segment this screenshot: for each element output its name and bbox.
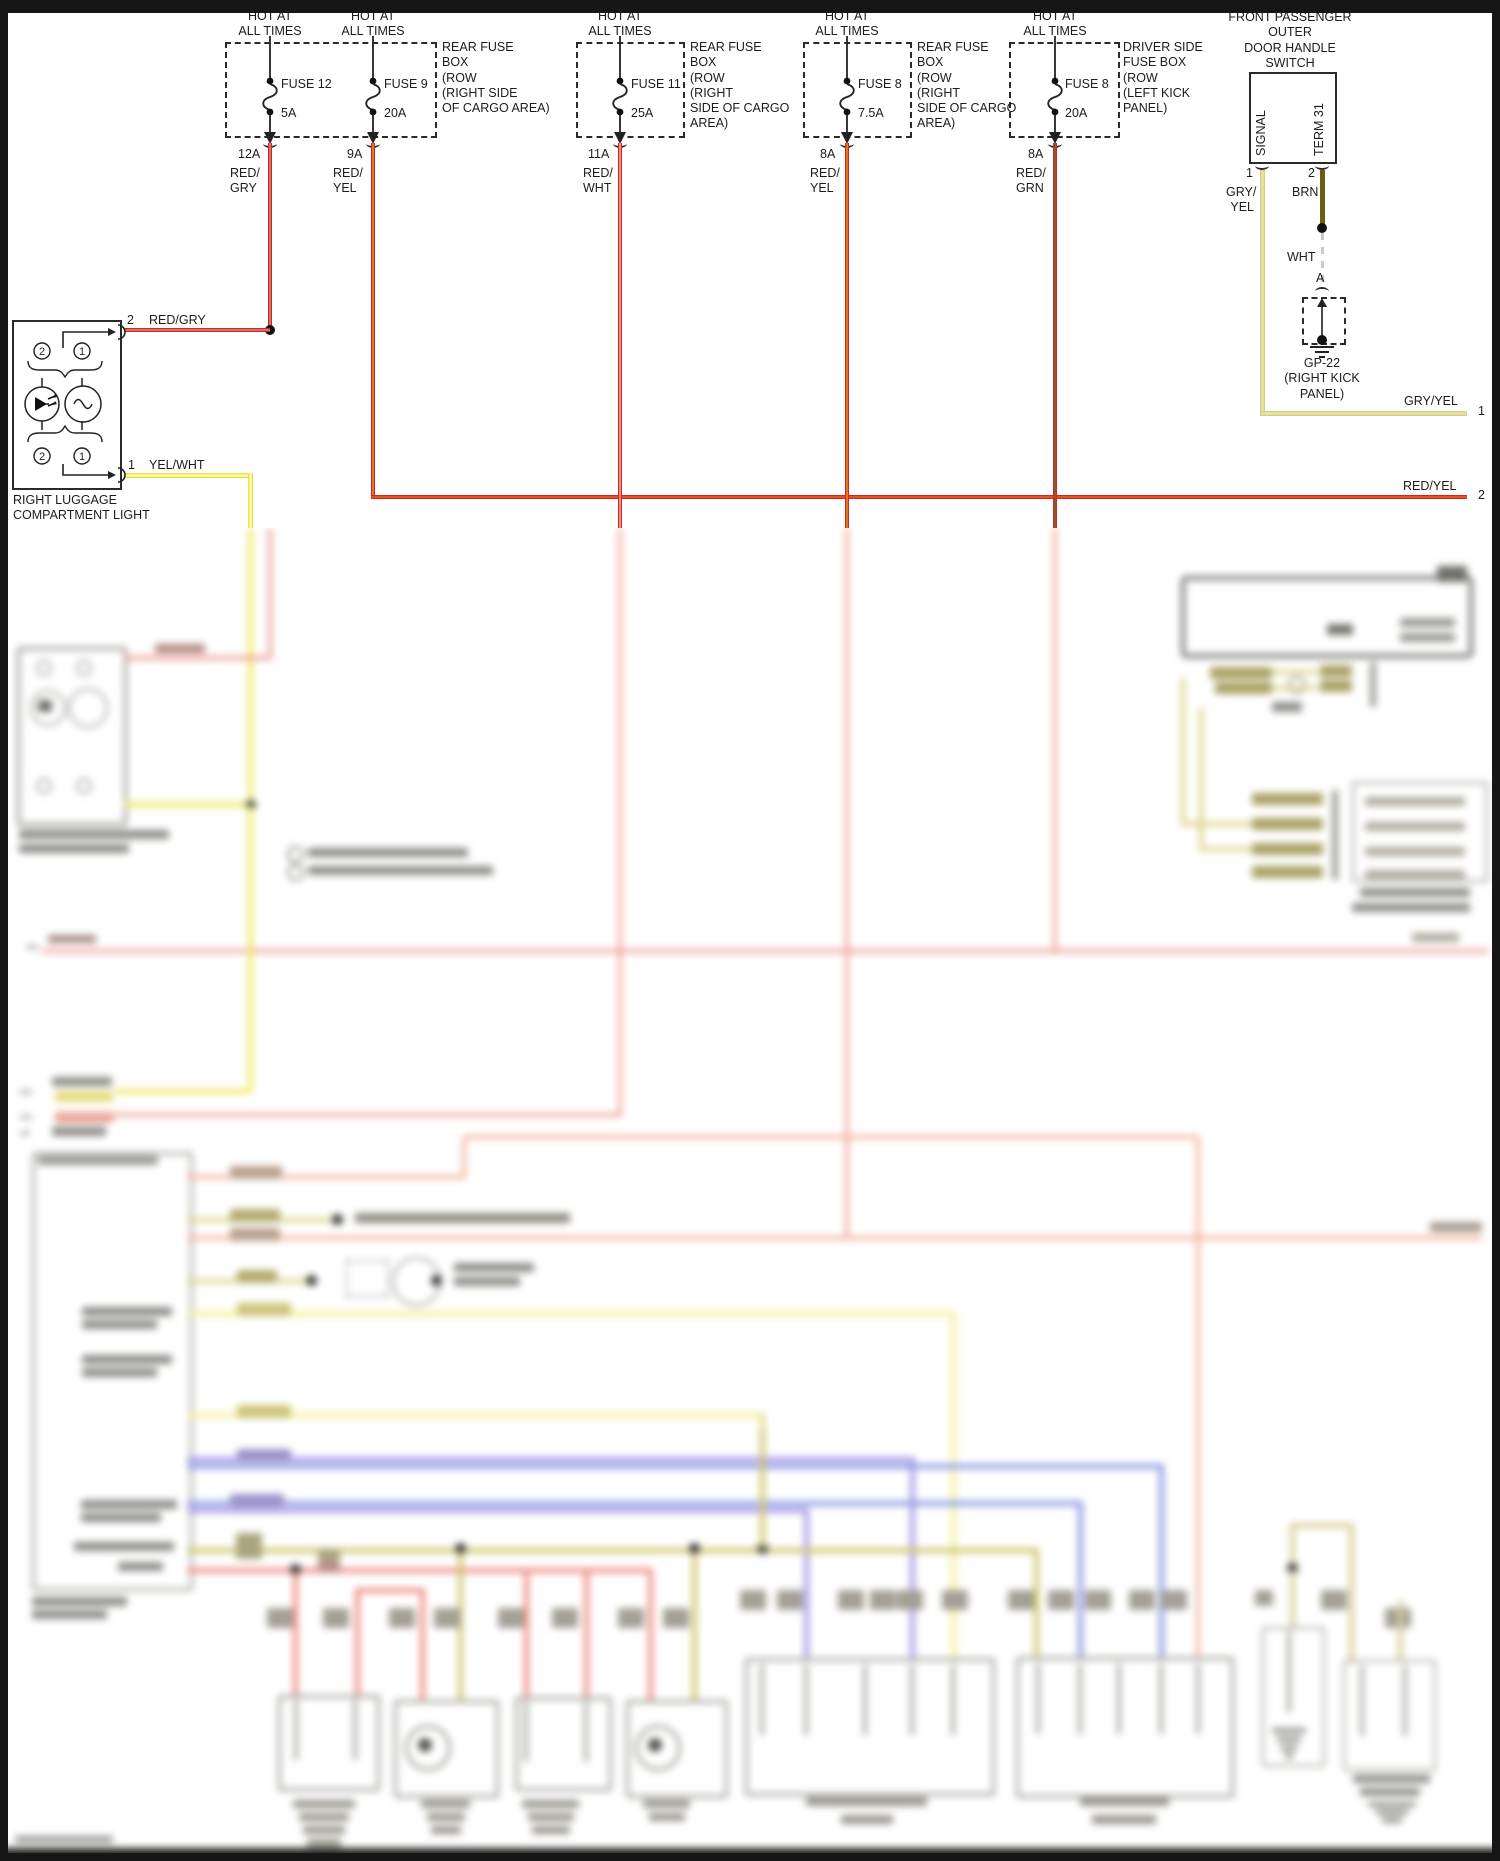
frame-bottom — [0, 1853, 1500, 1861]
connector-a-label: A — [1316, 271, 1325, 285]
wire-gry-yel-horizontal — [1260, 411, 1467, 416]
fuse-box-2-label: REAR FUSE BOX (ROW (RIGHT SIDE OF CARGO ARE… — [690, 40, 790, 131]
wire-color-8a: RED/YEL — [810, 166, 840, 195]
blurred-diagram-region — [8, 528, 1492, 1861]
wire-color-8b: RED/GRN — [1016, 166, 1046, 195]
luggage-pin-2-color: RED/GRY — [149, 313, 206, 327]
fuse-8a-name: FUSE 8 — [858, 77, 902, 91]
frame-top — [0, 0, 1500, 13]
wire-gauge-8b: 8A — [1028, 147, 1044, 161]
gry-yel-right-pin: 1 — [1478, 404, 1485, 418]
fuse-symbol-12 — [262, 36, 278, 144]
wire-gauge-8a: 8A — [820, 147, 836, 161]
hot-label-4: HOT AT ALL TIMES — [815, 9, 879, 38]
fuse-9-amp: 20A — [384, 106, 407, 120]
rear-fuse-box-3 — [803, 42, 912, 138]
wire-red-yel-vertical — [371, 143, 375, 497]
luggage-pin-2: 2 — [127, 313, 134, 327]
door-handle-switch-title: FRONT PASSENGER OUTER DOOR HANDLE SWITCH — [1228, 10, 1352, 70]
connector-arc — [1315, 287, 1329, 296]
rear-fuse-box-2 — [576, 42, 685, 138]
fuse-box-1-label: REAR FUSE BOX (ROW (RIGHT SIDE OF CARGO AR… — [442, 40, 550, 115]
rear-fuse-box-1 — [225, 42, 437, 138]
wire-red-gry-horizontal — [124, 328, 270, 332]
door-handle-switch-box — [1249, 72, 1337, 164]
fuse-11-name: FUSE 11 — [631, 77, 681, 91]
wire-yel-wht-horizontal — [124, 473, 252, 478]
luggage-light-box — [12, 320, 122, 490]
fuse-symbol-8a — [839, 36, 855, 144]
svg-text:1: 1 — [79, 346, 85, 358]
fuse-11-amp: 25A — [631, 106, 654, 120]
fuse-box-4-label: DRIVER SIDE FUSE BOX (ROW (LEFT KICK PANEL… — [1123, 40, 1203, 115]
wire-red-gry-vertical — [268, 143, 272, 330]
fuse-symbol-9 — [365, 36, 381, 144]
fuse-symbol-11 — [612, 36, 628, 144]
luggage-pin-1: 1 — [128, 458, 135, 472]
wire-gry-yel-label: GRY/YEL — [1226, 185, 1257, 214]
fuse-box-3-label: REAR FUSE BOX (ROW (RIGHT SIDE OF CARGO ARE… — [917, 40, 1017, 131]
wire-yel-wht-vertical — [248, 473, 253, 528]
fuse-8b-amp: 20A — [1065, 106, 1088, 120]
switch-pin-1: 1 — [1246, 166, 1253, 180]
junction-dot — [265, 325, 275, 335]
frame-right — [1492, 0, 1500, 1861]
wire-wht-dashed — [1321, 233, 1324, 286]
blurred-diagram-content — [8, 528, 1492, 1861]
wire-color-9: RED/YEL — [333, 166, 363, 195]
wire-gauge-12a: 12A — [238, 147, 261, 161]
svg-text:2: 2 — [39, 346, 45, 358]
wire-color-11: RED/WHT — [583, 166, 613, 195]
fuse-symbol-8b — [1047, 36, 1063, 144]
wire-gry-yel-vertical — [1260, 170, 1265, 413]
red-yel-right-label: RED/YEL — [1403, 479, 1457, 493]
gp22-label: GP-22 (RIGHT KICK PANEL) — [1284, 356, 1360, 401]
wire-red-yel-horizontal — [371, 495, 1467, 499]
wire-color-12: RED/GRY — [230, 166, 260, 195]
wire-gauge-9a: 9A — [347, 147, 363, 161]
fuse-8a-amp: 7.5A — [858, 106, 884, 120]
fuse-12-name: FUSE 12 — [281, 77, 332, 91]
luggage-light-symbol: 2 1 2 1 — [24, 324, 126, 483]
hot-label-3: HOT AT ALL TIMES — [588, 9, 652, 38]
svg-text:1: 1 — [79, 451, 85, 463]
wire-wht-label: WHT — [1287, 250, 1316, 264]
ground-symbol — [1310, 298, 1334, 358]
red-yel-right-pin: 2 — [1478, 488, 1485, 502]
hot-label-5: HOT AT ALL TIMES — [1023, 9, 1087, 38]
hot-label-2: HOT AT ALL TIMES — [341, 9, 405, 38]
fuse-9-name: FUSE 9 — [384, 77, 428, 91]
luggage-light-name: RIGHT LUGGAGE COMPARTMENT LIGHT — [13, 493, 150, 522]
luggage-pin-1-color: YEL/WHT — [149, 458, 205, 472]
wire-brn-vertical — [1320, 170, 1325, 226]
wire-red-yel-2-vertical — [845, 143, 849, 528]
gry-yel-right-label: GRY/YEL — [1404, 394, 1458, 408]
wire-red-wht-vertical — [618, 143, 622, 528]
wire-gauge-11a: 11A — [588, 147, 610, 161]
switch-pin-2: 2 — [1308, 166, 1315, 180]
fuse-8b-name: FUSE 8 — [1065, 77, 1109, 91]
terminal-term31: TERM 31 — [1312, 103, 1326, 156]
wire-brn-label: BRN — [1292, 185, 1319, 199]
connector-arc — [1255, 161, 1269, 170]
hot-label-1: HOT AT ALL TIMES — [238, 9, 302, 38]
driver-fuse-box — [1009, 42, 1120, 138]
wire-red-grn-vertical — [1053, 143, 1057, 528]
svg-text:2: 2 — [39, 451, 45, 463]
connector-arc — [1315, 161, 1329, 170]
frame-left — [0, 0, 8, 1861]
fuse-12-amp: 5A — [281, 106, 297, 120]
junction-dot — [1317, 223, 1327, 233]
terminal-signal: SIGNAL — [1254, 110, 1268, 156]
